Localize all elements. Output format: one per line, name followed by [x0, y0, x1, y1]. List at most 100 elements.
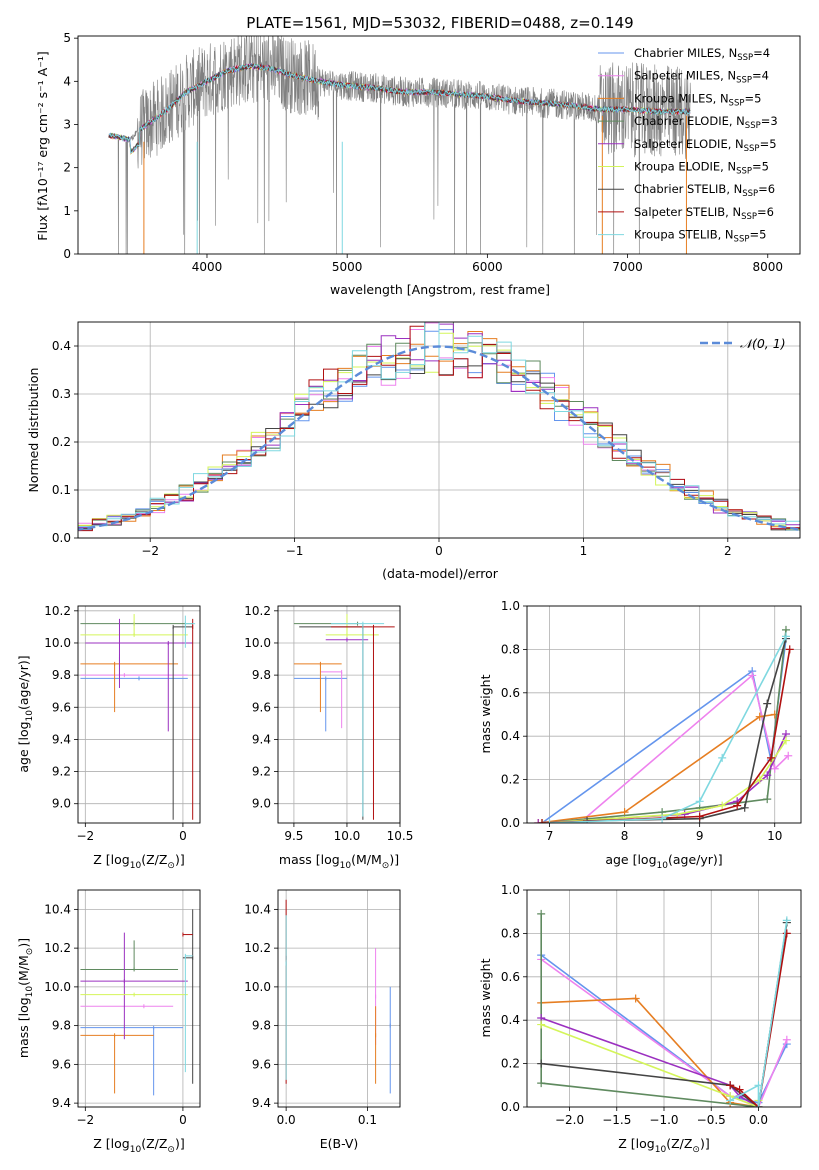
x-tick-label: 8000 — [752, 260, 783, 274]
mass-weight-marker — [763, 795, 772, 804]
panel-mass-vs-Z: −2 09.49.69.810.010.210.4Z [log10(Z/Z⊙)]m… — [16, 889, 201, 1155]
y-tick-label: 3 — [63, 117, 71, 131]
x-tick-label: 0 — [435, 544, 443, 558]
y-tick-label: 9.8 — [252, 1019, 271, 1033]
mass-weight-line-7 — [729, 933, 788, 1107]
y-tick-label: 0.3 — [52, 387, 71, 401]
legend-entry-end: =6 — [758, 182, 775, 196]
massweight-vs-Z-xlabel-main: Z [log — [618, 1136, 654, 1151]
x-tick-label: 10.0 — [334, 829, 361, 843]
x-tick-label: −2.0 — [555, 1113, 584, 1127]
residuals-ylabel: Normed distribution — [26, 368, 41, 493]
axes-frame-age-vs-mass — [277, 605, 401, 824]
legend-entry-sub: SSP — [742, 189, 758, 199]
y-tick-label: 2 — [63, 161, 71, 175]
mass-vs-Z-ylabel-end: (M/M — [16, 955, 31, 986]
mass-weight-marker — [782, 1035, 791, 1044]
y-tick-label: 1 — [63, 204, 71, 218]
legend-entry-main: Salpeter MILES, N — [634, 69, 736, 83]
legend-entry-7: Salpeter STELIB, NSSP=6 — [634, 205, 774, 222]
legend-entry-sub: SSP — [736, 167, 752, 177]
legend-entry-main: Kroupa STELIB, N — [634, 228, 734, 242]
spectrum-ylabel: Flux [fλ10⁻¹⁷ erg cm⁻² s⁻¹ A⁻¹] — [35, 51, 50, 240]
histogram-step-7 — [78, 322, 800, 538]
age-vs-mass-xlabel: mass [log10(M/M⊙)] — [279, 852, 399, 871]
legend-entry-end: =4 — [752, 69, 769, 83]
plot-area-spectrum — [108, 36, 691, 254]
massweight-vs-age-ylabel: mass weight — [478, 674, 493, 753]
x-tick-label: 1 — [580, 544, 588, 558]
mass-weight-marker — [695, 812, 704, 821]
legend-entry-normal: 𝒩(0, 1) — [740, 336, 786, 351]
age-vs-mass-xlabel-sun: ⊙ — [382, 861, 390, 871]
errorbar-point-8 — [331, 621, 385, 817]
x-tick-label: 0 — [179, 1113, 187, 1127]
mass-weight-marker — [695, 797, 704, 806]
plot-area-mass-vs-Z — [80, 909, 194, 1096]
y-tick-label: 1.0 — [501, 883, 520, 897]
legend-entry-8: Kroupa STELIB, NSSP=5 — [634, 228, 766, 245]
mass-weight-marker — [718, 801, 727, 810]
errorbar-point-1 — [80, 1004, 174, 1009]
mass-weight-marker — [784, 751, 793, 760]
y-tick-label: 9.8 — [252, 668, 271, 682]
axes-frame-residuals — [77, 321, 801, 539]
y-tick-label: 0.6 — [501, 686, 520, 700]
mass-vs-Z-ylabel: mass [log10(M/M⊙)] — [16, 938, 35, 1058]
mass-weight-marker — [763, 699, 772, 708]
legend-entry-main: Salpeter STELIB, N — [634, 205, 741, 219]
errorbar-point-8 — [184, 953, 193, 1073]
y-tick-label: 0.4 — [501, 1013, 520, 1027]
mass-weight-line-2 — [538, 713, 775, 823]
legend-entry-sub: SSP — [741, 212, 757, 222]
legend-entry-main: Chabrier MILES, N — [634, 46, 737, 60]
spectrum-model-line-6 — [108, 63, 691, 153]
y-tick-label: 10.0 — [44, 636, 71, 650]
panel-massweight-vs-Z: −2.0 −1.5 −1.0 −0.5 0.0 0.0 0.2 0.4 0.6 0.8 1.0 Z [… — [478, 883, 802, 1155]
errorbar-point-2 — [80, 661, 179, 713]
y-tick-label: 10.0 — [44, 980, 71, 994]
age-vs-mass-xlabel-end: (M/M — [351, 852, 382, 867]
errorbar-point-5 — [80, 614, 188, 637]
axes-frame-mass-vs-Z — [77, 889, 201, 1108]
x-tick-label: 10 — [767, 829, 782, 843]
y-tick-label: 0.2 — [52, 435, 71, 449]
mass-weight-marker — [766, 753, 775, 762]
mass-weight-line-3 — [541, 629, 787, 823]
mass-weight-line-2 — [541, 997, 759, 1107]
legend-entry-2: Kroupa MILES, NSSP=5 — [634, 91, 761, 108]
legend-entry-3: Chabrier ELODIE, NSSP=3 — [634, 114, 778, 131]
age-vs-Z-ylabel-end: (age/yr)] — [16, 655, 31, 710]
y-tick-label: 9.4 — [252, 732, 271, 746]
panel-residuals: −2 −1 0 1 2 0.0 0.1 0.2 0.3 0.4 𝒩(0, 1) (data-model… — [26, 321, 801, 581]
massweight-vs-Z-xlabel-tail: )] — [700, 1136, 710, 1151]
y-tick-label: 0.8 — [501, 926, 520, 940]
axes-frame-mass-vs-ebv — [277, 889, 401, 1108]
panel-mass-vs-ebv: 0.0 0.1 9.4 9.6 9.8 10.0 10.2 10.4 E(B-V) — [244, 889, 401, 1151]
massweight-vs-Z-xlabel-sub: 10 — [655, 1145, 667, 1155]
y-tick-label: 0.1 — [52, 483, 71, 497]
mass-weight-line-6 — [587, 638, 787, 822]
x-tick-label: 4000 — [192, 260, 223, 274]
histogram-step-8 — [78, 322, 800, 538]
mass-vs-Z-xlabel: Z [log10(Z/Z⊙)] — [93, 1136, 184, 1155]
x-tick-label: 0 — [179, 829, 187, 843]
massweight-vs-Z-xlabel: Z [log10(Z/Z⊙)] — [618, 1136, 709, 1155]
legend-entry-main: Chabrier ELODIE, N — [634, 114, 745, 128]
spectrum-data-line — [108, 36, 691, 254]
mass-weight-marker — [754, 1103, 763, 1107]
axes-frame-age-vs-Z — [77, 605, 201, 824]
mass-weight-marker — [748, 671, 757, 680]
y-tick-label: 9.8 — [52, 1019, 71, 1033]
y-tick-label: 0.2 — [501, 773, 520, 787]
legend-entry-end: =5 — [744, 91, 761, 105]
mass-weight-marker — [537, 1079, 546, 1088]
mass-weight-marker — [631, 994, 640, 1003]
axes-frame-massweight-vs-age — [526, 605, 802, 824]
x-tick-label: 6000 — [472, 260, 503, 274]
legend-entry-0: Chabrier MILES, NSSP=4 — [634, 46, 770, 63]
y-tick-label: 0 — [63, 247, 71, 261]
mass-vs-Z-xlabel-sun: ⊙ — [167, 1145, 175, 1155]
massweight-vs-Z-ylabel: mass weight — [478, 958, 493, 1037]
